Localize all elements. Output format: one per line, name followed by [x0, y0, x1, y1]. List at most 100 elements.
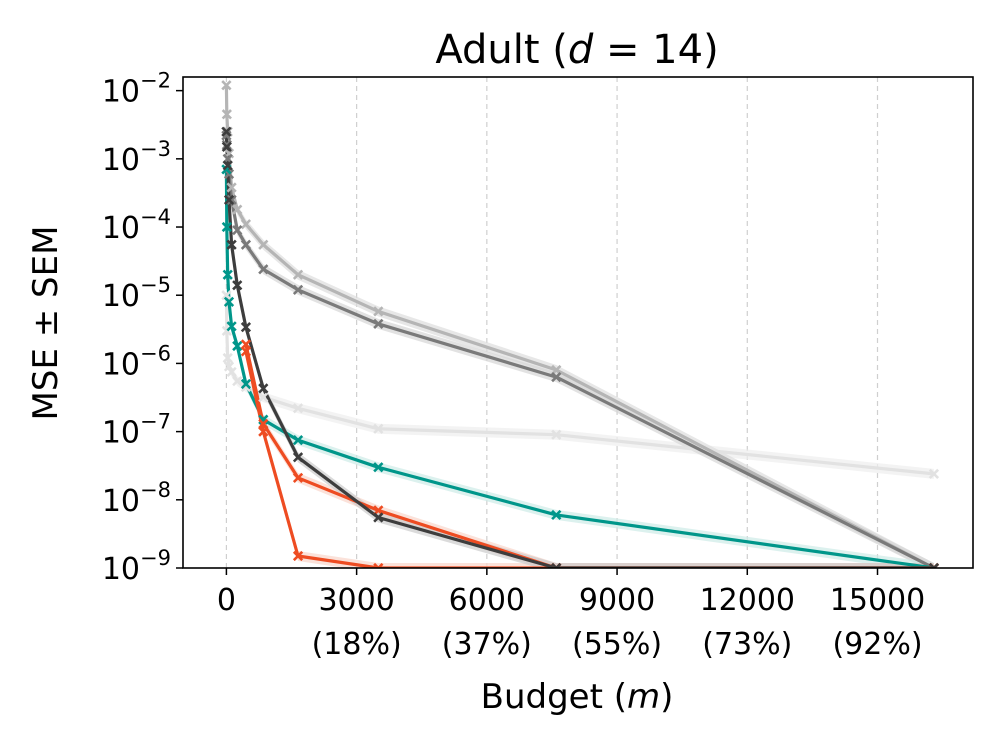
y-tick-label-5: 10−7 — [102, 410, 171, 451]
marker-light-gray-3 — [223, 361, 235, 372]
marker-stroke-b — [226, 321, 237, 332]
x-axis-label: Budget (m) — [481, 677, 674, 717]
marker-stroke-b — [226, 194, 237, 206]
marker-mid-gray-5 — [232, 204, 243, 215]
band-dark-gray — [226, 130, 934, 568]
marker-stroke-b — [221, 221, 232, 233]
marker-stroke-b — [226, 366, 237, 378]
marker-dark-gray-10 — [551, 371, 562, 383]
marker-stroke-b — [222, 352, 233, 364]
x-tick-percent-1: (18%) — [312, 627, 402, 662]
marker-stroke-b — [240, 346, 252, 357]
marker-stroke-b — [223, 168, 235, 180]
marker-stroke-b — [221, 126, 232, 137]
marker-stroke-b — [240, 219, 252, 230]
line-dark-gray — [224, 135, 935, 568]
marker-light-gray-8 — [292, 403, 304, 414]
x-tick-label-4: 12000 — [700, 583, 795, 618]
y-tick-label-7: 10−9 — [102, 546, 171, 587]
marker-orange-2-0 — [240, 346, 252, 357]
marker-stroke-b — [232, 340, 243, 352]
marker-stroke-b — [232, 225, 243, 236]
x-tick-label-2: 6000 — [449, 583, 525, 618]
marker-stroke-b — [221, 109, 232, 120]
marker-teal-3 — [223, 296, 235, 307]
marker-teal-1 — [221, 221, 232, 233]
x-tick-percent-3: (55%) — [572, 627, 662, 662]
marker-stroke-b — [221, 139, 232, 151]
marker-light-gray-2 — [222, 352, 233, 364]
marker-black-5 — [232, 280, 243, 291]
marker-orange-2 — [292, 472, 304, 483]
marker-stroke-b — [240, 381, 252, 393]
marker-teal-5 — [232, 340, 243, 352]
marker-light-gray-11 — [928, 468, 940, 479]
y-tick-label-1: 10−3 — [102, 137, 171, 178]
marker-dark-gray-4 — [226, 194, 237, 206]
marker-stroke-b — [373, 318, 384, 329]
marker-light-gray-7 — [258, 392, 269, 403]
marker-mid-gray-0 — [221, 80, 232, 91]
chart-title: Adult (d = 14) — [435, 27, 718, 73]
x-tick-percent-2: (37%) — [442, 627, 532, 662]
x-axis: 0 3000 (18%) 6000 (37%) 9000 (55%) 12000 (73%) 15… — [217, 568, 925, 662]
marker-teal-9 — [373, 462, 384, 473]
marker-stroke-b — [292, 452, 304, 463]
marker-black-9 — [373, 512, 384, 523]
marker-stroke-b — [221, 80, 232, 91]
x-tick-percent-5: (92%) — [832, 627, 922, 662]
y-tick-label-6: 10−8 — [102, 478, 171, 519]
marker-stroke-b — [554, 562, 562, 568]
y-axis: 10−2 10−3 10−4 10−5 10−6 10−7 10−8 10−9 — [102, 69, 183, 587]
x-tick-label-0: 0 — [217, 583, 236, 618]
marker-stroke-b — [551, 429, 562, 440]
marker-stroke-b — [221, 141, 232, 152]
marker-light-gray-0 — [221, 290, 232, 301]
marker-stroke-b — [226, 182, 237, 193]
x-tick-label-5: 15000 — [830, 583, 925, 618]
marker-stroke-b — [292, 284, 304, 295]
line-black — [224, 131, 934, 568]
marker-stroke-b — [223, 194, 235, 206]
marker-orange-2-1 — [258, 426, 269, 437]
marker-stroke-b — [292, 435, 304, 446]
marker-black-7 — [258, 383, 269, 394]
marker-stroke-b — [258, 383, 269, 394]
marker-stroke-b — [292, 403, 304, 414]
marker-orange-2-3 — [373, 562, 384, 568]
x-tick-label-3: 9000 — [579, 583, 655, 618]
marker-stroke-a — [551, 562, 559, 568]
marker-teal-4 — [226, 321, 237, 332]
marker-dark-gray-9 — [373, 318, 384, 329]
marker-light-gray-6 — [240, 381, 252, 393]
marker-orange-2-2 — [292, 550, 304, 562]
marker-stroke-b — [222, 269, 233, 280]
y-tick-label-3: 10−5 — [102, 273, 171, 314]
marker-black-11 — [928, 562, 940, 568]
marker-mid-gray-8 — [292, 269, 304, 280]
marker-stroke-b — [226, 239, 237, 250]
marker-stroke-b — [240, 322, 252, 333]
marker-light-gray-5 — [232, 376, 243, 387]
marker-stroke-b — [373, 512, 384, 523]
marker-light-gray-10 — [551, 429, 562, 440]
marker-teal-6 — [240, 378, 252, 390]
marker-orange-1 — [258, 418, 269, 429]
y-tick-label-2: 10−4 — [102, 205, 171, 246]
marker-black-2 — [222, 160, 233, 171]
marker-teal-8 — [292, 435, 304, 446]
marker-stroke-b — [223, 296, 235, 307]
y-tick-label-0: 10−2 — [102, 69, 171, 110]
marker-stroke-b — [373, 462, 384, 473]
marker-black-1 — [221, 141, 232, 152]
marker-stroke-b — [240, 239, 252, 250]
grid-lines — [225, 77, 879, 568]
marker-black-4 — [226, 239, 237, 250]
marker-teal-2 — [222, 269, 233, 280]
marker-stroke-b — [551, 509, 562, 521]
marker-teal-10 — [551, 509, 562, 521]
marker-light-gray-4 — [226, 366, 237, 378]
marker-stroke-b — [258, 426, 269, 437]
marker-stroke-b — [222, 160, 233, 171]
